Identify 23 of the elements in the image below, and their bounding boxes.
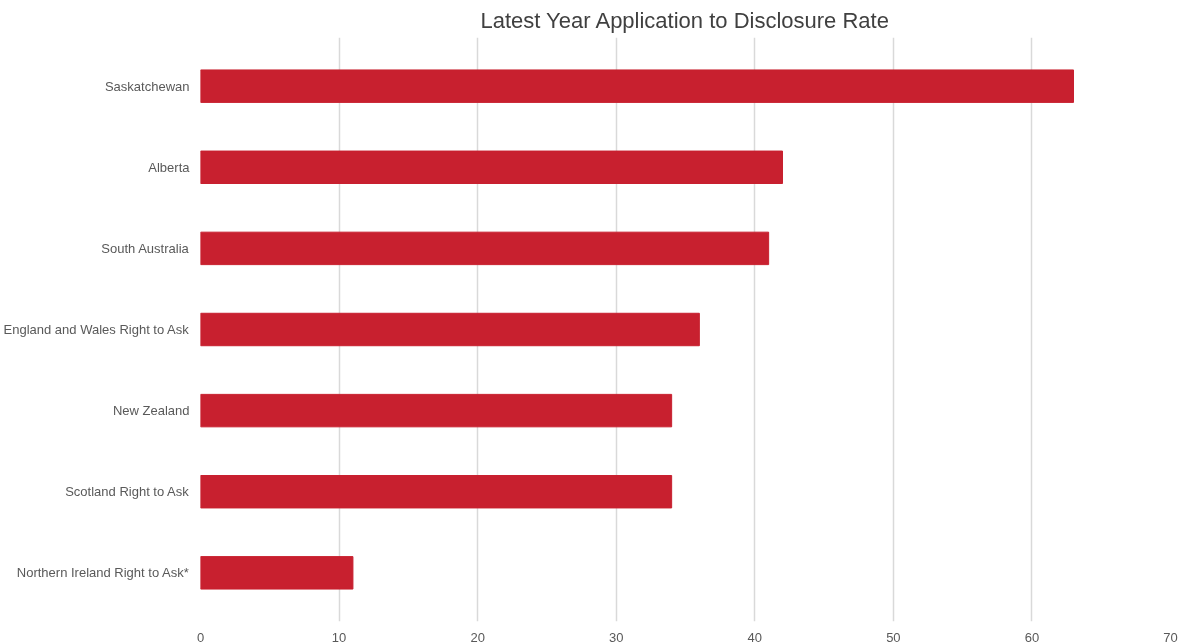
bar [200, 556, 354, 590]
x-tick-label: 70 [1163, 629, 1178, 644]
x-tick-label: 10 [331, 629, 347, 644]
x-tick-label: 30 [608, 629, 624, 644]
y-tick-label: Scotland Right to Ask [65, 484, 190, 500]
x-tick-label: 60 [1024, 629, 1040, 644]
bar [200, 475, 673, 509]
y-tick-label: Alberta [148, 159, 191, 175]
y-tick-label: New Zealand [112, 403, 190, 419]
bar [200, 231, 770, 266]
bar [200, 393, 673, 428]
x-tick-label: 0 [196, 629, 205, 644]
y-tick-label: South Australia [101, 240, 190, 256]
y-tick-label: Saskatchewan [104, 78, 190, 94]
x-tick-label: 20 [470, 629, 485, 644]
bar [200, 150, 783, 184]
bar [200, 69, 1074, 103]
y-tick-label: England and Wales Right to Ask [3, 322, 190, 337]
x-tick-label: 50 [886, 629, 901, 644]
bar [200, 312, 700, 347]
x-tick-label: 40 [747, 629, 763, 644]
y-tick-label: Northern Ireland Right to Ask* [16, 565, 189, 581]
chart-title: Latest Year Application to Disclosure Rate [480, 7, 889, 33]
